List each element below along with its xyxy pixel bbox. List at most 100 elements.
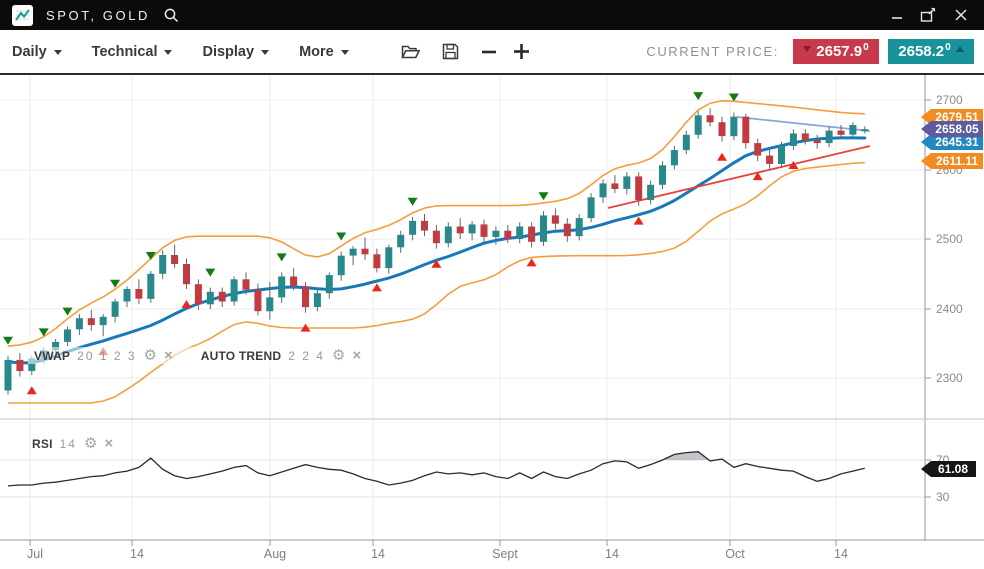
candle [159,255,167,274]
candle [147,273,155,299]
candle [171,255,179,264]
candle [623,176,631,189]
candle [813,140,821,144]
price-tag [921,134,983,150]
menu-display[interactable]: Display [202,43,270,60]
sell-signal-icon [38,328,49,337]
candle [528,226,536,242]
bid-price-badge[interactable]: 2657.9 0 [793,39,879,64]
sell-signal-icon [205,268,216,277]
sell-signal-icon [110,279,121,288]
save-button[interactable] [442,43,459,60]
buy-signal-icon [633,216,644,225]
chevron-down-icon [53,50,62,55]
candle [825,130,833,144]
price-tag [921,461,976,477]
candle [730,116,738,137]
y-axis-tick-label: 2300 [936,371,963,385]
candle [563,223,571,237]
price-tag [921,121,983,137]
candle [718,122,726,137]
gridlines [0,75,925,540]
titlebar: SPOT, GOLD [0,0,984,30]
auto-trend-close-icon[interactable]: × [352,347,362,364]
menu-more[interactable]: More [299,44,349,60]
candle [789,133,797,146]
candle [444,226,452,244]
x-axis-tick-label: 14 [371,547,385,561]
rsi-params: 14 [59,436,77,451]
window-title: SPOT, GOLD [46,7,151,23]
sell-signal-icon [145,251,156,260]
close-button[interactable] [954,8,968,22]
candle [706,115,714,123]
vwap-settings-gear-icon[interactable]: ⚙ [143,347,157,364]
sell-signal-icon [407,197,418,206]
moving-average-line [6,136,867,365]
candle [456,226,464,234]
candle [778,145,785,164]
current-price-label: CURRENT PRICE: [646,44,779,59]
open-layout-button[interactable] [401,44,420,60]
candle [766,155,774,164]
ask-price-badge[interactable]: 2658.2 0 [888,39,974,64]
menu-technical[interactable]: Technical [92,44,173,60]
rsi-line [7,451,865,487]
price-up-arrow-icon [955,45,964,52]
window-controls [891,7,974,23]
candle [516,226,524,239]
restore-button[interactable] [920,7,937,23]
candle [218,291,226,302]
search-icon[interactable] [163,7,180,24]
zoom-out-button[interactable] [481,44,497,60]
candle [254,289,262,312]
candle [659,165,666,185]
buy-signal-icon [717,152,727,161]
candle [468,224,476,234]
price-tag-text: 2611.11 [936,154,978,168]
candle [242,279,250,290]
candle [325,275,333,294]
candle [635,176,643,200]
menu-technical-label: Technical [91,43,158,60]
auto-trend-params: 2 2 4 [288,348,325,363]
ask-price-fraction: 0 [945,42,951,53]
candle [397,234,405,248]
candle [409,220,417,235]
vwap-params: 20 1 2 3 [77,348,137,363]
rsi-close-icon[interactable]: × [104,435,114,452]
minus-icon [481,50,496,53]
candle [349,248,357,256]
chart-area[interactable]: 2700 2600 2500 2400 2300 70 30 Jul 14 Aug 14 Sept 14… [0,75,984,569]
indicator-label-row: VWAP 20 1 2 3 ⚙ × AUTO TREND 2 2 4 ⚙ × [28,347,368,364]
zoom-in-button[interactable] [513,43,530,60]
sell-signal-icon [693,92,704,101]
candle [361,248,369,255]
candle [183,264,190,285]
candle [480,224,488,237]
bid-price-value: 2657.9 [816,43,863,60]
rsi-settings-gear-icon[interactable]: ⚙ [83,435,98,452]
vwap-close-icon[interactable]: × [163,347,173,364]
x-axis-tick-label: 14 [834,547,848,561]
candle [837,130,845,135]
menu-display-label: Display [202,43,255,60]
candle [599,183,607,198]
menu-timeframe[interactable]: Daily [12,44,62,60]
sell-signal-icon [62,307,73,316]
candle [575,218,583,237]
x-axis-tick-label: 14 [605,547,619,561]
candle [52,341,60,351]
rsi-label: RSI [32,436,53,451]
folder-open-icon [401,45,420,58]
candle [694,115,702,135]
price-tag-text: 2679.51 [935,110,979,124]
price-tag [921,153,983,169]
candle [206,291,214,305]
candle [75,318,83,330]
auto-trend-settings-gear-icon[interactable]: ⚙ [331,347,346,364]
y-axis-tick-label: 30 [936,490,950,504]
minimize-button[interactable] [891,9,903,21]
candle [230,279,238,302]
